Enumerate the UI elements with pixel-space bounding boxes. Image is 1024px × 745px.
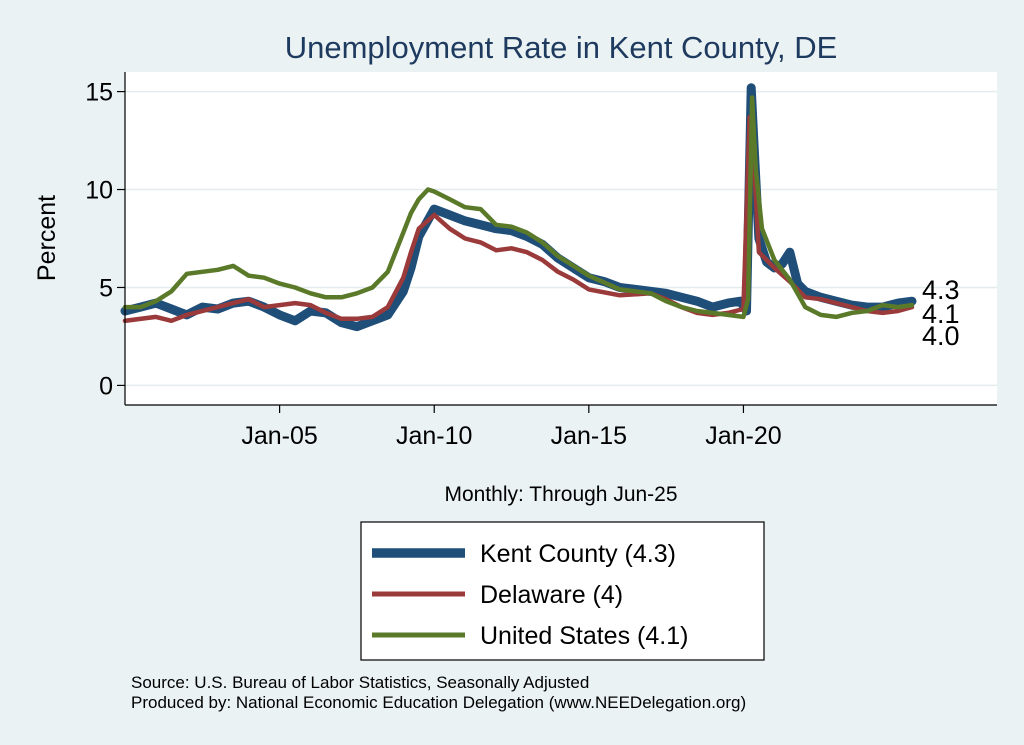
chart-title: Unemployment Rate in Kent County, DE [285, 30, 838, 65]
grid-lines [125, 90, 997, 387]
x-ticks: Jan-05 Jan-10 Jan-15 Jan-20 [241, 405, 782, 450]
legend-label: Kent County (4.3) [480, 540, 676, 568]
y-tick-label: 15 [85, 79, 113, 107]
x-tick-label: Jan-05 [241, 422, 317, 450]
legend: Kent County (4.3) Delaware (4) United Stat… [360, 521, 765, 661]
y-ticks: 0 5 10 15 [85, 79, 125, 400]
source-note: Source: U.S. Bureau of Labor Statistics,… [131, 673, 590, 692]
x-axis-subtitle: Monthly: Through Jun-25 [444, 483, 677, 506]
end-labels: 4.34.14.0 [922, 275, 960, 351]
series-line-delaware [122, 114, 915, 324]
x-tick-label: Jan-15 [551, 422, 627, 450]
x-tick-label: Jan-20 [705, 422, 781, 450]
y-axis-title: Percent [33, 195, 61, 281]
y-tick-label: 10 [85, 177, 113, 205]
series-layer [120, 83, 917, 332]
x-tick-label: Jan-10 [396, 422, 472, 450]
producer-note: Produced by: National Economic Education… [131, 693, 747, 712]
legend-label: Delaware (4) [480, 581, 623, 609]
end-label-kent-county: 4.3 [922, 275, 960, 305]
plot-area [125, 72, 997, 405]
end-label-united-states: 4.1 [922, 299, 960, 329]
legend-label: United States (4.1) [480, 622, 688, 650]
series-line-united-states [122, 95, 915, 320]
y-tick-label: 0 [99, 372, 113, 400]
y-tick-label: 5 [99, 274, 113, 302]
end-label-delaware: 4.0 [922, 321, 960, 351]
